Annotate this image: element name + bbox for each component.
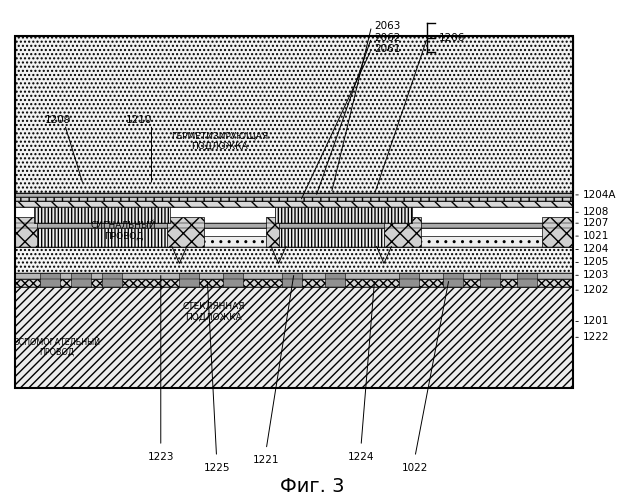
Bar bbox=[40, 273, 59, 286]
Bar bbox=[542, 216, 573, 246]
Text: 1209: 1209 bbox=[45, 116, 71, 126]
Text: 1205: 1205 bbox=[582, 258, 608, 268]
Text: 1223: 1223 bbox=[148, 452, 174, 462]
Bar bbox=[325, 273, 345, 286]
Text: 2061: 2061 bbox=[374, 44, 401, 54]
Text: 1208: 1208 bbox=[582, 208, 608, 218]
Text: 2063: 2063 bbox=[374, 21, 401, 31]
Bar bbox=[399, 273, 419, 286]
Text: 1204: 1204 bbox=[582, 244, 608, 254]
Bar bbox=[282, 273, 302, 286]
Text: 1204A: 1204A bbox=[582, 190, 616, 200]
Bar bbox=[15, 36, 573, 389]
Bar bbox=[15, 222, 573, 228]
Bar bbox=[34, 206, 170, 223]
Bar bbox=[15, 36, 573, 194]
Bar bbox=[15, 282, 573, 389]
Bar bbox=[71, 273, 91, 286]
Text: 1210: 1210 bbox=[126, 116, 152, 126]
Text: 1022: 1022 bbox=[402, 463, 428, 473]
Bar bbox=[15, 193, 573, 197]
Text: 1206: 1206 bbox=[439, 32, 465, 42]
Text: 1222: 1222 bbox=[582, 332, 609, 342]
Text: Фиг. 3: Фиг. 3 bbox=[280, 477, 345, 496]
Text: СТЕКЛЯННАЯ
ПОДЛОЖКА: СТЕКЛЯННАЯ ПОДЛОЖКА bbox=[182, 302, 245, 321]
Text: 1201: 1201 bbox=[582, 316, 608, 326]
Text: ГЕРМЕТИЗИРУЮЩАЯ
ПОДЛОЖКА: ГЕРМЕТИЗИРУЮЩАЯ ПОДЛОЖКА bbox=[171, 132, 269, 151]
Bar bbox=[15, 216, 37, 246]
Text: ВСПОМОГАТЕЛЬНЫЙ
ПРОВОД: ВСПОМОГАТЕЛЬНЫЙ ПРОВОД bbox=[13, 338, 100, 357]
Bar bbox=[180, 273, 199, 286]
Bar bbox=[15, 201, 573, 207]
Text: 1202: 1202 bbox=[582, 285, 608, 295]
Text: 1224: 1224 bbox=[348, 452, 374, 462]
Bar bbox=[223, 273, 243, 286]
Bar bbox=[15, 272, 573, 279]
Bar bbox=[517, 273, 537, 286]
Bar bbox=[443, 273, 463, 286]
Bar bbox=[102, 273, 121, 286]
Bar bbox=[480, 273, 500, 286]
Text: 2062: 2062 bbox=[374, 32, 401, 42]
Bar bbox=[275, 206, 412, 223]
Text: 1021: 1021 bbox=[582, 231, 608, 241]
Text: 1203: 1203 bbox=[582, 270, 608, 280]
Bar bbox=[15, 196, 573, 202]
Bar bbox=[34, 226, 170, 246]
Bar bbox=[384, 216, 421, 246]
Bar bbox=[15, 278, 573, 286]
Text: 1225: 1225 bbox=[203, 463, 230, 473]
Bar bbox=[15, 236, 573, 246]
Text: 1221: 1221 bbox=[253, 456, 279, 466]
Bar bbox=[15, 246, 573, 273]
Text: СИГНАЛЬНЫЙ
ПРОВОД: СИГНАЛЬНЫЙ ПРОВОД bbox=[91, 221, 156, 240]
Text: 1207: 1207 bbox=[582, 218, 608, 228]
Bar bbox=[266, 216, 279, 246]
Bar bbox=[167, 216, 204, 246]
Bar bbox=[275, 226, 412, 246]
